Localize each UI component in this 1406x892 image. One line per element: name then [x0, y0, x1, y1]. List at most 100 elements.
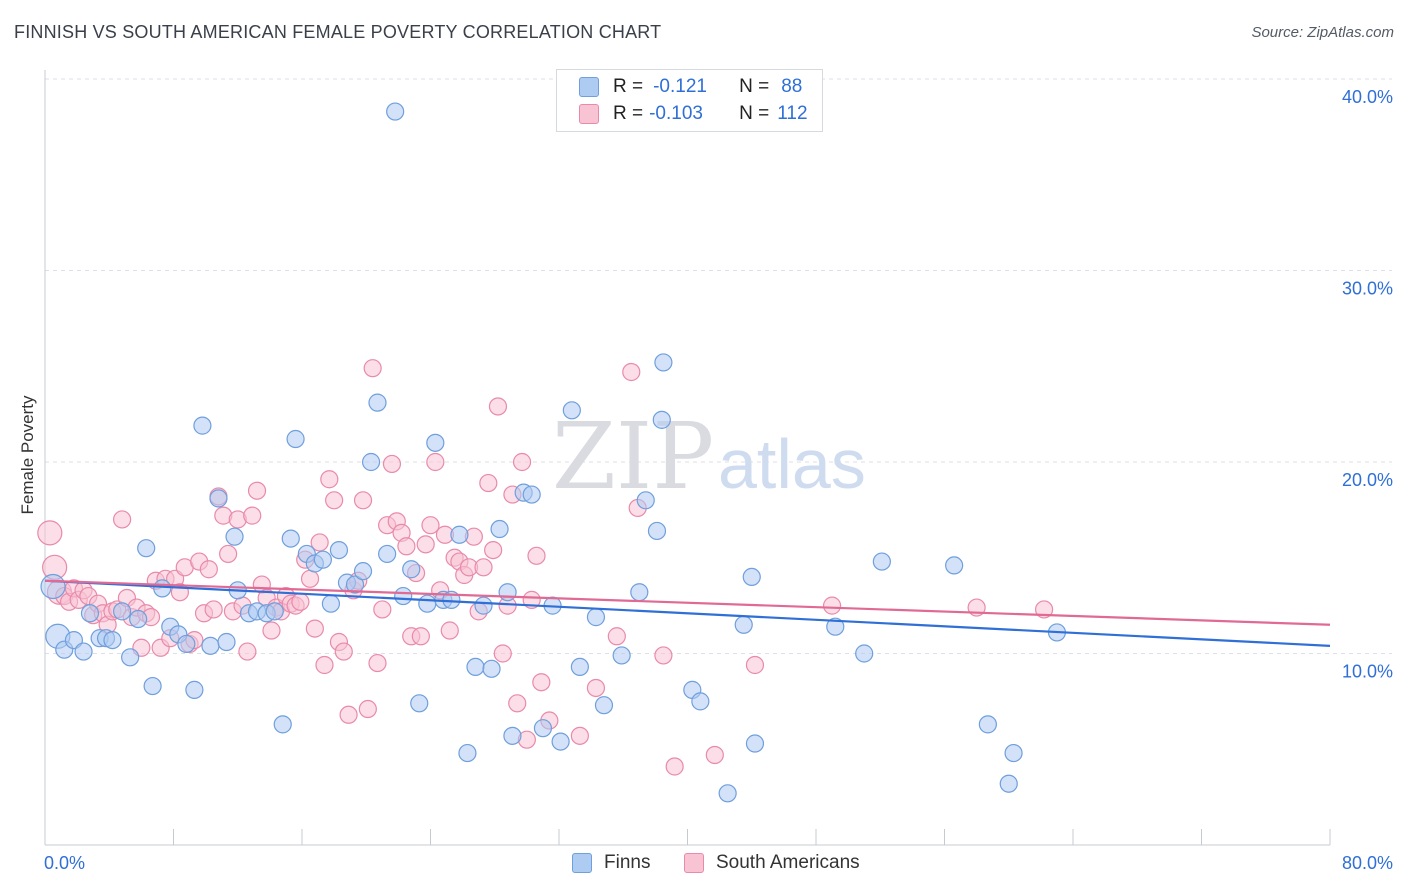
finns-point: [368, 393, 387, 412]
finns-r-label: R =: [613, 76, 644, 97]
legend-item-south-americans[interactable]: South Americans: [684, 852, 860, 874]
finns-point: [265, 602, 284, 621]
finns-point: [474, 596, 493, 615]
finns-point: [313, 550, 332, 569]
south-americans-point: [665, 757, 684, 776]
south-americans-point: [315, 655, 334, 675]
south-americans-n-label: N =: [739, 103, 770, 124]
y-tick-label: 20.0%: [1342, 470, 1393, 490]
south-americans-point: [705, 745, 724, 765]
finns-point: [872, 552, 891, 571]
watermark-atlas: atlas: [718, 425, 866, 503]
finns-point: [410, 694, 429, 713]
finns-point: [503, 726, 522, 745]
south-americans-point: [334, 642, 353, 661]
finns-point: [386, 102, 405, 121]
trend-lines: [44, 579, 1331, 647]
south-americans-point: [243, 506, 262, 525]
finns-point: [129, 609, 148, 629]
finns-point: [734, 615, 753, 634]
finns-point: [586, 608, 606, 627]
south-americans-point: [745, 655, 765, 675]
finns-point: [345, 575, 365, 594]
south-americans-n-value: 112: [777, 103, 808, 124]
finns-point: [691, 692, 710, 711]
south-americans-point: [310, 533, 329, 552]
finns-point: [402, 560, 421, 579]
south-americans-point: [411, 627, 430, 646]
series-legend: Finns South Americans: [0, 852, 1406, 878]
finns-point: [482, 659, 501, 678]
finns-point: [418, 594, 437, 613]
finns-point: [999, 774, 1018, 793]
south-americans-point: [586, 678, 606, 698]
finns-point: [636, 491, 655, 510]
finns-point: [570, 657, 589, 677]
legend-row-finns: R = -0.121 N = 88: [579, 76, 802, 98]
south-americans-point: [325, 491, 344, 510]
south-americans-point: [397, 537, 416, 556]
finns-point: [490, 519, 509, 539]
south-americans-point: [204, 600, 223, 619]
finns-point: [654, 353, 673, 372]
finns-trend-line: [44, 579, 1331, 647]
finns-point: [281, 529, 300, 548]
south-americans-point: [508, 694, 527, 713]
south-americans-r-value: -0.103: [649, 103, 703, 124]
finns-point: [112, 602, 132, 621]
finns-point: [74, 642, 93, 661]
south-americans-point: [654, 646, 673, 665]
south-americans-trend-line: [44, 579, 1331, 626]
source-label: Source: ZipAtlas.com: [1251, 24, 1394, 41]
south-americans-point: [300, 569, 320, 588]
finns-point: [466, 657, 485, 677]
legend-item-finns[interactable]: Finns: [572, 852, 650, 874]
finns-legend-label: Finns: [604, 852, 651, 873]
finns-point: [562, 401, 581, 420]
axes: [44, 70, 1331, 846]
south-americans-point: [305, 619, 324, 638]
finns-point: [273, 715, 292, 734]
finns-point: [321, 594, 341, 613]
south-americans-point: [368, 653, 387, 673]
tick-labels: 10.0% 20.0% 30.0% 40.0% 0.0% 80.0%: [44, 87, 1393, 873]
south-americans-point: [291, 592, 310, 611]
finns-point: [551, 732, 570, 751]
finns-point: [652, 410, 671, 429]
finns-point: [225, 527, 244, 546]
finns-point: [286, 429, 305, 449]
finns-point: [1004, 743, 1023, 763]
gridlines: [45, 78, 1392, 654]
y-tick-label: 40.0%: [1342, 87, 1393, 107]
finns-point: [533, 719, 553, 738]
finns-point: [745, 734, 765, 753]
finns-point: [450, 525, 469, 544]
finns-point: [978, 715, 997, 734]
south-americans-point: [363, 359, 382, 378]
south-americans-point: [822, 596, 842, 615]
finns-point: [945, 556, 964, 575]
finns-point: [378, 544, 397, 564]
finns-point: [426, 433, 445, 452]
finns-point: [80, 604, 100, 623]
finns-point: [742, 567, 761, 587]
finns-point: [826, 617, 845, 636]
south-americans-point: [532, 673, 551, 692]
south-americans-point: [247, 481, 267, 500]
finns-point: [153, 579, 172, 598]
south-americans-legend-label: South Americans: [716, 852, 860, 873]
finns-point: [137, 539, 156, 558]
south-americans-point: [484, 540, 503, 560]
chart-title: FINNISH VS SOUTH AMERICAN FEMALE POVERTY…: [14, 22, 662, 42]
south-americans-point: [373, 600, 392, 619]
finns-point: [143, 676, 162, 696]
south-americans-point: [112, 510, 132, 529]
x-tick-label: 0.0%: [44, 853, 85, 873]
south-americans-point: [382, 454, 402, 474]
data-points: [37, 102, 1067, 803]
south-americans-point: [1034, 600, 1054, 619]
finns-point: [217, 632, 236, 652]
finns-point: [201, 636, 220, 655]
south-americans-point: [199, 560, 218, 579]
finns-point: [40, 573, 66, 600]
